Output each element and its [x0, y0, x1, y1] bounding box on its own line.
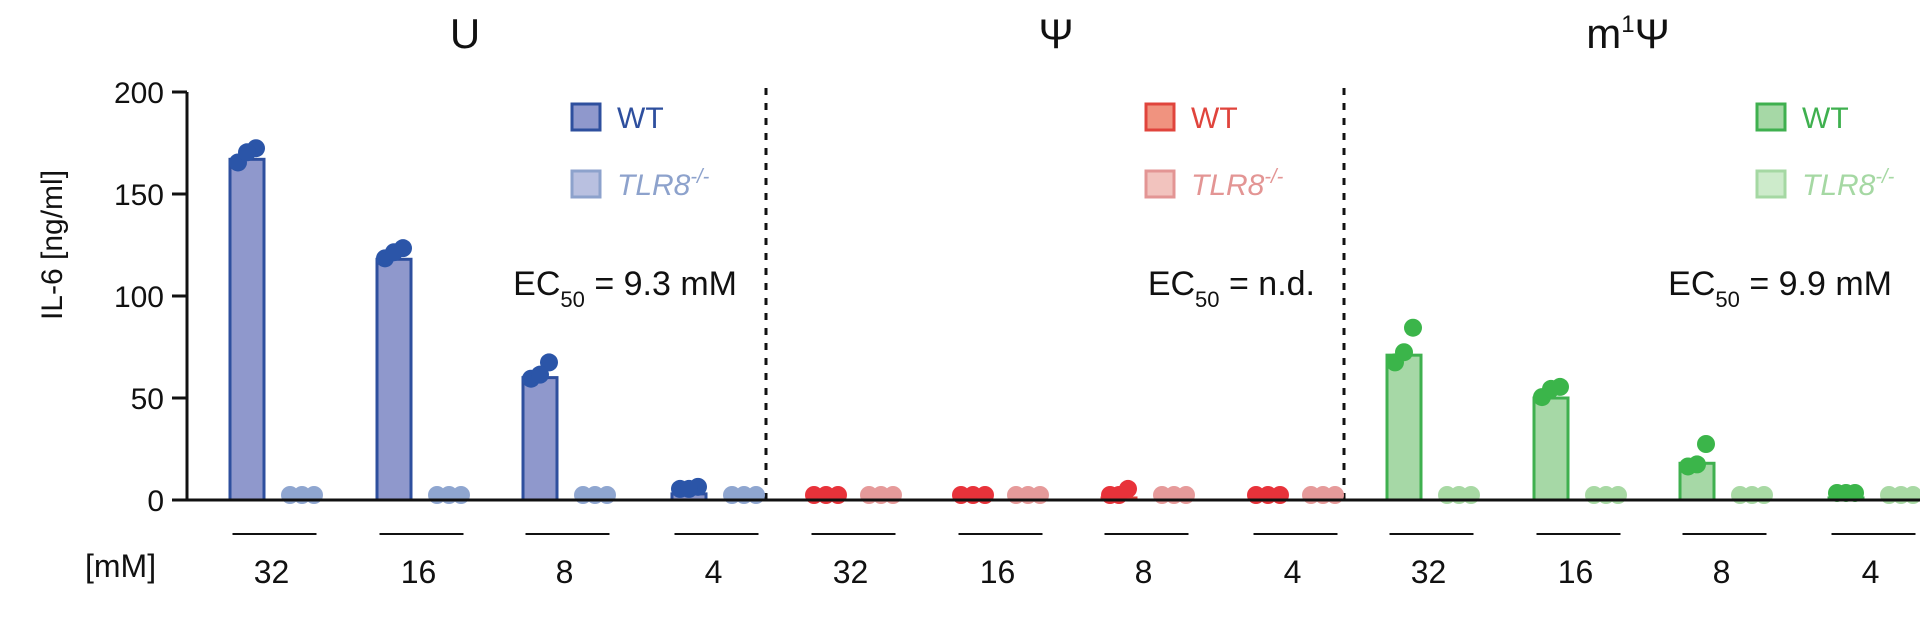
y-tick-label: 100: [114, 281, 164, 314]
panel-title-tail: Ψ: [1635, 10, 1670, 57]
legend-label-wt: WT: [1802, 102, 1849, 135]
legend-swatch-tlr8: [1755, 169, 1787, 199]
legend-swatch-tlr8: [1144, 169, 1176, 199]
x-tick-label: 16: [1558, 554, 1594, 590]
bar-wt: [521, 376, 559, 502]
panel-title-main: m: [1586, 10, 1621, 57]
x-tick-label: 16: [401, 554, 437, 590]
x-tick-label: 4: [705, 554, 723, 590]
ec50-subscript: 50: [560, 287, 584, 312]
x-tick-label: 8: [556, 554, 574, 590]
x-tick-label: 4: [1284, 554, 1302, 590]
data-point-wt: [1837, 483, 1855, 502]
ec50-value: = n.d.: [1220, 265, 1315, 303]
data-point-wt: [680, 479, 698, 498]
y-tick-label: 50: [131, 383, 164, 416]
ec50-value: = 9.9 mM: [1740, 265, 1892, 303]
legend-swatch-wt: [570, 102, 602, 132]
ec50-label: EC: [1668, 265, 1715, 303]
data-point-wt: [1404, 318, 1422, 337]
x-tick-label: 8: [1135, 554, 1153, 590]
legend-label-tlr8-name: TLR8: [617, 169, 691, 202]
ec50-annotation: EC50 = n.d.: [1148, 265, 1315, 312]
y-axis-label: IL-6 [ng/ml]: [36, 170, 69, 320]
bar-wt: [228, 157, 266, 502]
ec50-subscript: 50: [1715, 287, 1739, 312]
panel-title-main: U: [450, 10, 480, 57]
x-unit-label: [mM]: [85, 548, 156, 584]
x-tick-label: 4: [1862, 554, 1880, 590]
panel-U: U WT TLR8-/- EC50 = 9.3 mM 32 16 8 4: [228, 10, 765, 590]
legend-swatch-tlr8: [570, 169, 602, 199]
panel-title: U: [450, 10, 480, 57]
legend-label-tlr8-name: TLR8: [1802, 169, 1876, 202]
legend-label-tlr8: TLR8-/-: [1802, 166, 1895, 202]
data-point-wt: [531, 365, 549, 384]
ec50-annotation: EC50 = 9.3 mM: [513, 265, 737, 312]
panel-m1psi: m1Ψ WT TLR8-/- EC50 = 9.9 mM 32 16 8 4: [1385, 10, 1920, 590]
ec50-label: EC: [513, 265, 560, 303]
legend-label-wt: WT: [617, 102, 664, 135]
legend-label-tlr8-name: TLR8: [1191, 169, 1265, 202]
legend-label-tlr8-superscript: -/-: [1264, 166, 1283, 188]
panel-psi: Ψ WT TLR8-/- EC50 = n.d. 32 16 8 4: [805, 10, 1344, 590]
legend-label-tlr8-superscript: -/-: [1875, 166, 1894, 188]
x-tick-label: 16: [980, 554, 1016, 590]
y-tick-label: 200: [114, 77, 164, 110]
y-axis: 0 50 100 150 200: [114, 77, 189, 518]
x-tick-label: 32: [833, 554, 869, 590]
x-tick-label: 32: [1411, 554, 1447, 590]
y-tick-label: 150: [114, 179, 164, 212]
panel-title: Ψ: [1038, 10, 1073, 57]
data-point-wt: [1688, 455, 1706, 474]
x-tick-label: 32: [254, 554, 290, 590]
ec50-value: = 9.3 mM: [585, 265, 737, 303]
data-point-wt: [385, 243, 403, 262]
legend-label-tlr8-superscript: -/-: [690, 166, 709, 188]
bar-wt: [375, 257, 413, 502]
legend-swatch-wt: [1144, 102, 1176, 132]
data-point-wt: [238, 143, 256, 162]
ec50-annotation: EC50 = 9.9 mM: [1668, 265, 1892, 312]
x-tick-label: 8: [1713, 554, 1731, 590]
bar-wt: [1385, 353, 1423, 502]
panel-title-main: Ψ: [1038, 10, 1073, 57]
legend-label-tlr8: TLR8-/-: [1191, 166, 1284, 202]
y-tick-label: 0: [147, 485, 164, 518]
bar-wt: [1532, 396, 1570, 502]
legend-label-wt: WT: [1191, 102, 1238, 135]
legend-label-tlr8: TLR8-/-: [617, 166, 710, 202]
data-point-wt: [1697, 435, 1715, 453]
data-point-wt: [1542, 379, 1560, 398]
panel-title: m1Ψ: [1586, 10, 1669, 57]
ec50-label: EC: [1148, 265, 1195, 303]
panel-title-superscript: 1: [1621, 11, 1634, 38]
ec50-subscript: 50: [1195, 287, 1219, 312]
data-point-wt: [1395, 343, 1413, 362]
legend-swatch-wt: [1755, 102, 1787, 132]
